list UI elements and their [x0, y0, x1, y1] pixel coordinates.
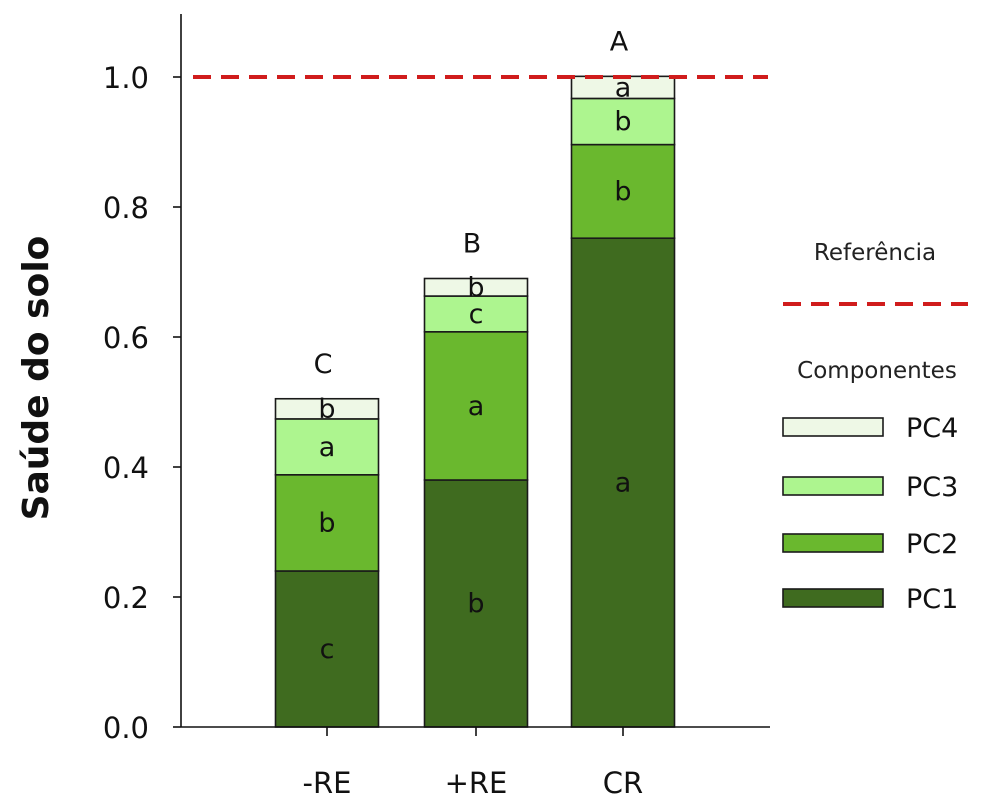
segment-letter-label: b: [318, 508, 335, 539]
segment-letter-label: a: [615, 72, 632, 103]
bar-segment-pc2: [570, 143, 676, 240]
x-axis: -RE +RE CR: [181, 726, 770, 800]
total-letter-label: B: [463, 229, 482, 260]
segment-letter-label: a: [319, 432, 336, 463]
legend-swatch-pc3: [782, 476, 884, 496]
segment-letter-label: c: [469, 299, 484, 330]
y-axis-label: Saúde do solo: [16, 236, 57, 521]
bar-segment-pc1: [570, 237, 676, 728]
bar-segment-pc3: [423, 295, 529, 333]
x-tick-label: -RE: [303, 766, 352, 800]
x-tick-label: +RE: [445, 766, 508, 800]
y-tick-label: 0.6: [103, 321, 149, 355]
y-tick-label: 0.2: [103, 581, 149, 615]
bar-segment-pc4: [423, 277, 529, 297]
bar-segment-pc4: [274, 397, 380, 420]
segment-letter-label: b: [614, 107, 631, 138]
legend-label-pc4: PC4: [906, 413, 958, 444]
segment-letter-label: c: [320, 634, 335, 665]
segment-letter-label: b: [318, 394, 335, 425]
bar-segment-pc3: [274, 418, 380, 476]
segment-letter-label: b: [467, 272, 484, 303]
y-axis: 0.0 0.2 0.4 0.6 0.8 1.0: [103, 14, 182, 745]
legend-reference-title: Referência: [814, 240, 936, 266]
y-tick-label: 0.4: [103, 451, 149, 485]
x-tick-label: CR: [603, 766, 643, 800]
bar-segment-pc1: [423, 479, 529, 728]
legend-label-pc3: PC3: [906, 472, 958, 503]
legend-swatch-pc2: [782, 533, 884, 553]
bar-segment-pc3: [570, 97, 676, 146]
legend: Referência Componentes PC4 PC3 PC2 PC1: [782, 240, 968, 615]
y-tick-label: 0.0: [103, 711, 149, 745]
segment-letter-label: a: [615, 468, 632, 499]
legend-swatch-pc1: [782, 588, 884, 608]
legend-components-title: Componentes: [797, 358, 957, 384]
total-letter-label: A: [610, 26, 629, 57]
segment-letter-label: a: [468, 391, 485, 422]
total-letter-label: C: [314, 349, 333, 380]
legend-label-pc2: PC2: [906, 529, 958, 560]
legend-label-pc1: PC1: [906, 584, 958, 615]
bar-segment-pc2: [423, 330, 529, 481]
legend-swatch-pc4: [782, 417, 884, 437]
segment-letter-label: b: [467, 589, 484, 620]
segment-letter-label: b: [614, 176, 631, 207]
bar-segment-pc2: [274, 473, 380, 572]
y-tick-label: 1.0: [103, 61, 149, 95]
y-tick-label: 0.8: [103, 191, 149, 225]
